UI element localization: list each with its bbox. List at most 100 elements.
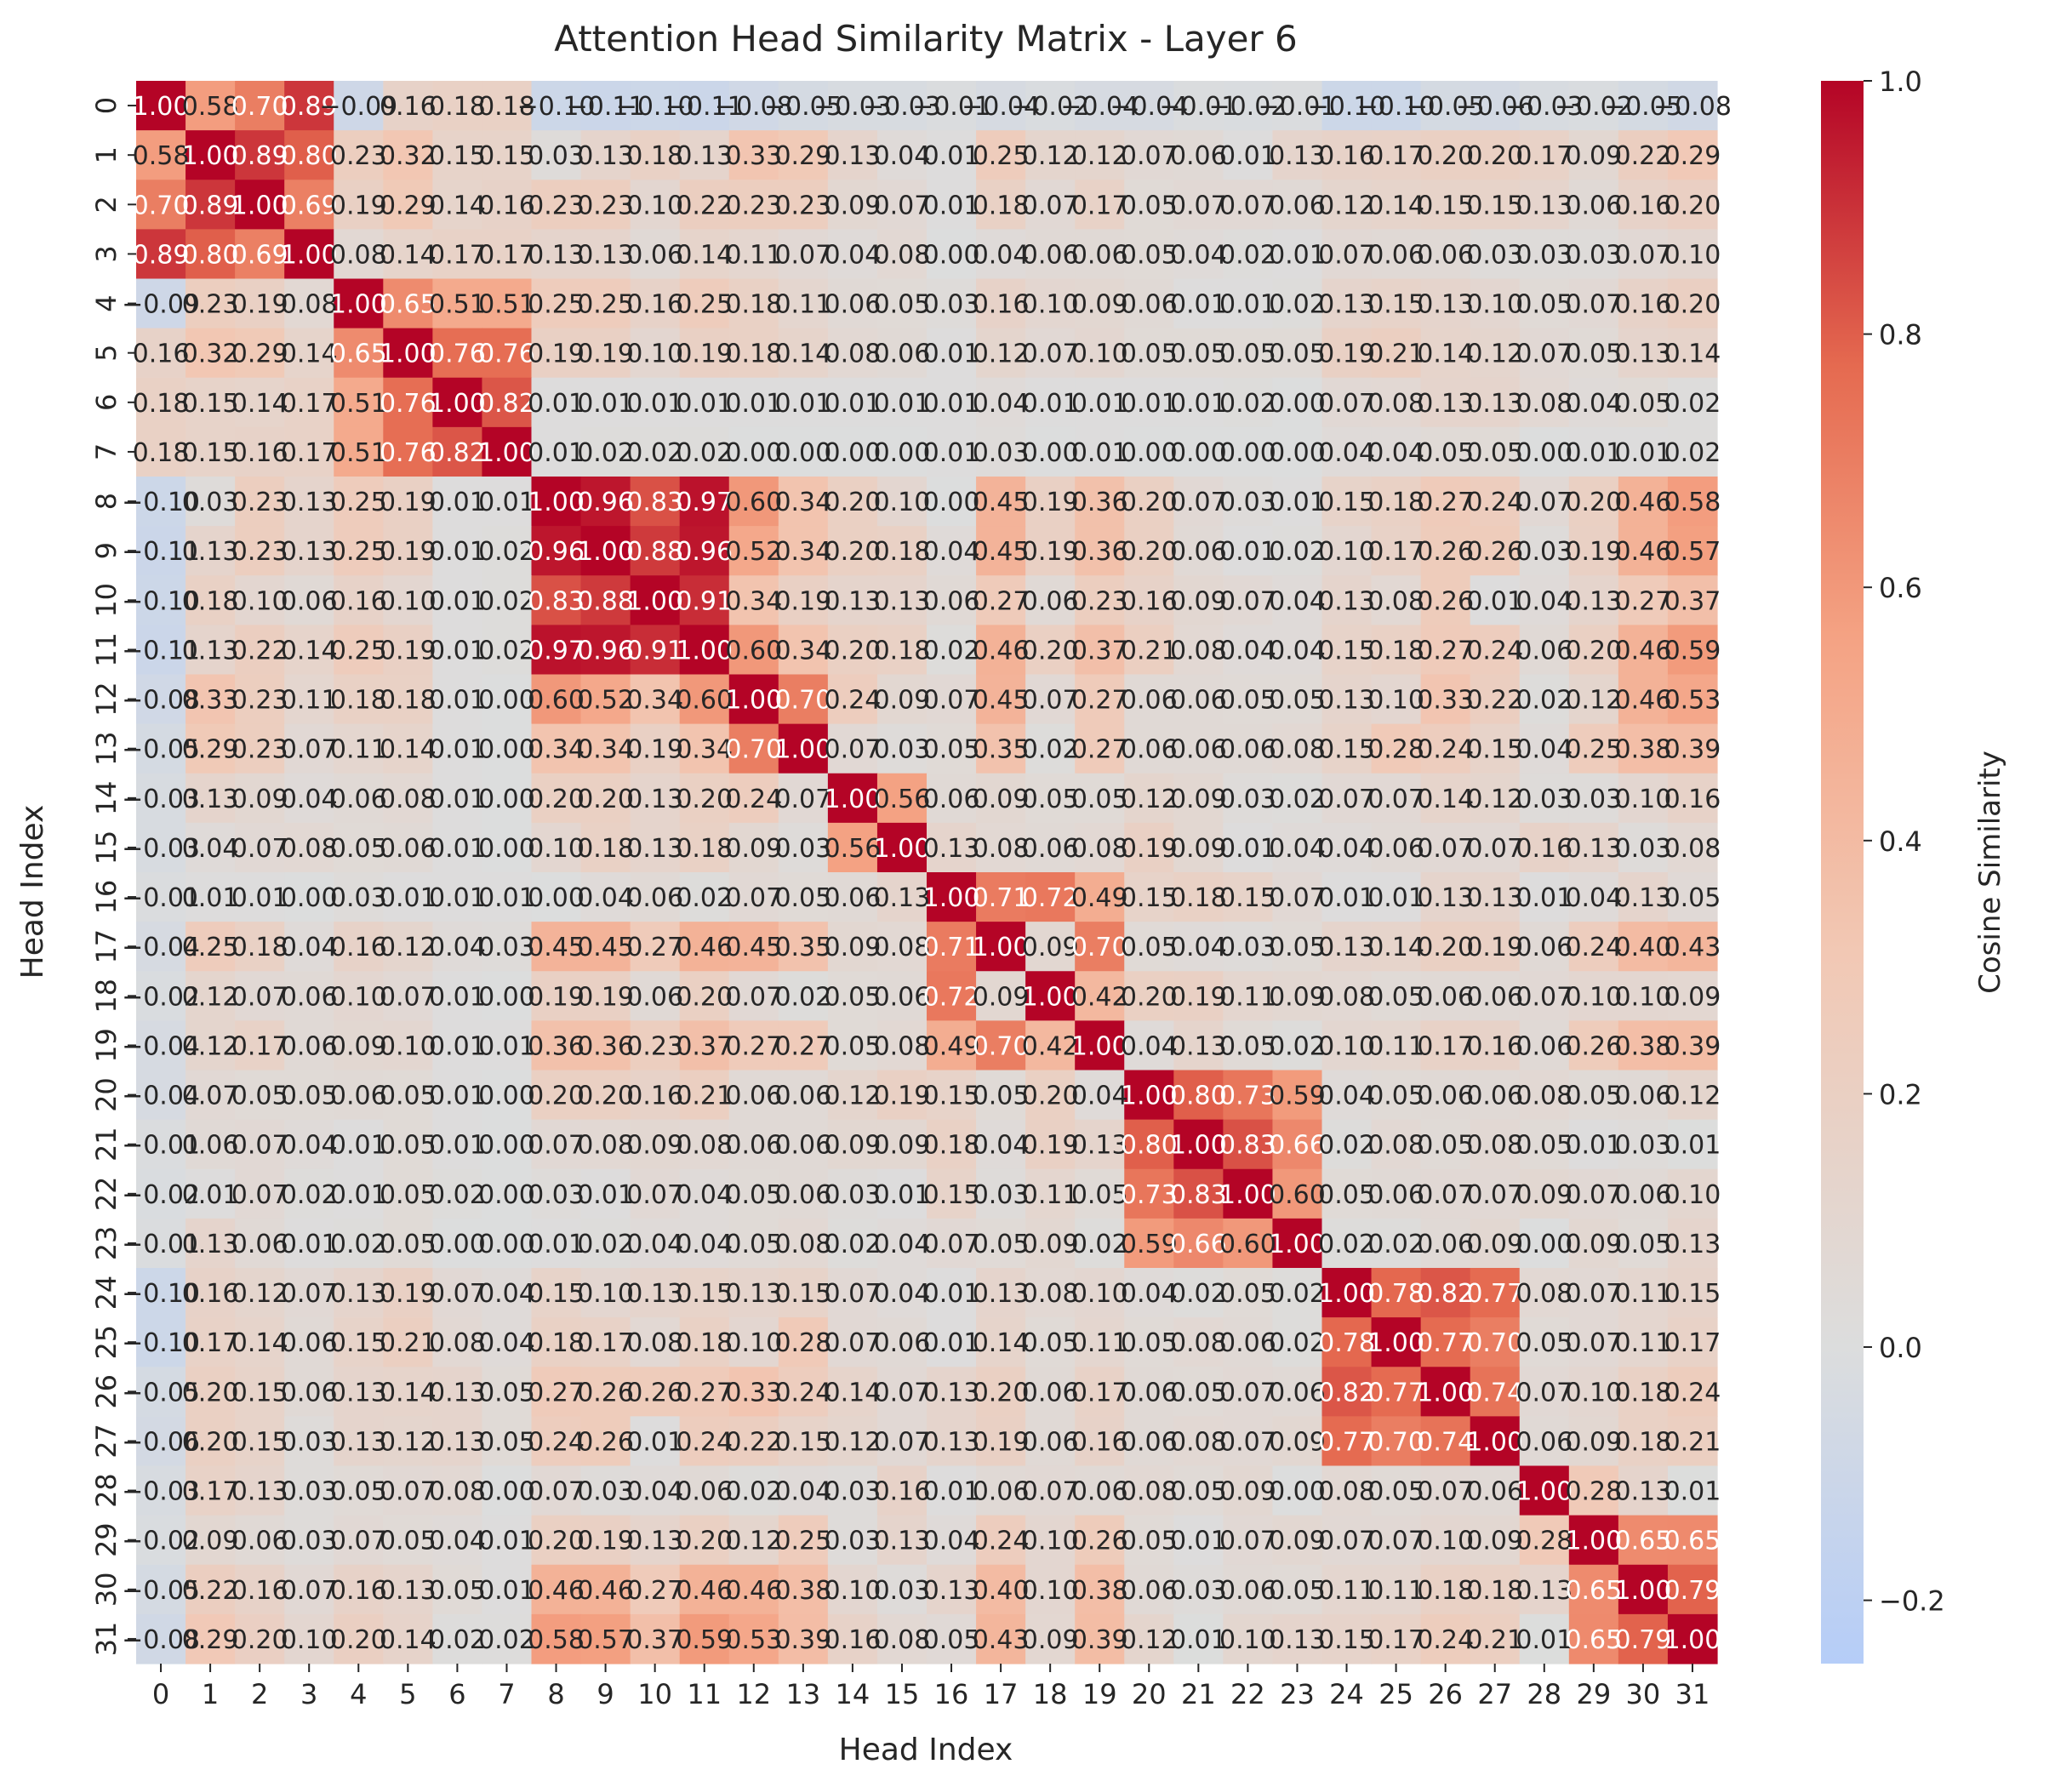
heatmap-cell <box>1371 377 1422 428</box>
x-tick-label: 22 <box>1230 1678 1265 1710</box>
heatmap-cell-label: −0.06 <box>122 1427 200 1457</box>
heatmap-cell-label: 0.34 <box>774 488 831 517</box>
heatmap-cell <box>1470 1367 1521 1417</box>
heatmap-cell-label: 0.60 <box>528 686 585 716</box>
heatmap-cell-label: 0.03 <box>825 1180 882 1210</box>
heatmap-cell <box>1371 674 1422 725</box>
heatmap-cell <box>1223 278 1274 329</box>
y-tick-label: 19 <box>90 1028 123 1063</box>
heatmap-cell-label: 0.00 <box>1121 438 1178 468</box>
x-tick-label: 13 <box>785 1678 820 1710</box>
heatmap-cell-label: 0.23 <box>231 686 288 716</box>
heatmap-cell <box>827 1416 878 1467</box>
heatmap-cell-label: 0.27 <box>626 933 683 962</box>
heatmap-cell <box>1321 1465 1373 1516</box>
heatmap-cell-label: 0.76 <box>380 438 437 468</box>
heatmap-cell-label: 0.01 <box>1071 389 1128 419</box>
heatmap-cell-label: 0.12 <box>1318 191 1375 220</box>
heatmap-cell-label: 0.15 <box>923 1082 980 1111</box>
heatmap-cell <box>728 1367 779 1417</box>
heatmap-cell-label: 0.26 <box>1417 537 1474 567</box>
heatmap-cell-label: 0.46 <box>1615 686 1672 716</box>
heatmap-cell-label: 0.13 <box>1466 389 1523 419</box>
heatmap-cell-label: 0.14 <box>774 340 831 369</box>
heatmap-cell-label: 0.26 <box>1565 1031 1622 1061</box>
heatmap-cell <box>1420 1119 1471 1170</box>
heatmap-cell <box>284 1416 334 1467</box>
heatmap-cell-label: 0.96 <box>676 537 733 567</box>
heatmap-cell-label: 0.06 <box>1466 982 1523 1012</box>
heatmap-cell <box>1667 1515 1718 1566</box>
heatmap-cell <box>235 1465 285 1516</box>
heatmap-cell <box>630 1218 681 1269</box>
heatmap-cell-label: 0.39 <box>774 1625 831 1655</box>
colorbar-ticks: 1.00.80.60.40.20.0−0.2 <box>1864 66 1945 1618</box>
heatmap-cell <box>1025 1020 1076 1071</box>
heatmap-cell <box>580 575 631 625</box>
heatmap-cell-label: 0.14 <box>231 389 288 419</box>
heatmap-cell <box>284 1119 334 1170</box>
heatmap-cell <box>531 130 582 180</box>
heatmap-cell-label: 0.06 <box>1170 735 1227 765</box>
heatmap-cell-label: 0.11 <box>1318 1576 1375 1606</box>
heatmap-cell-label: 0.20 <box>1022 636 1079 665</box>
heatmap-cell <box>1321 1119 1373 1170</box>
heatmap-cell <box>1223 1317 1274 1367</box>
heatmap-cell <box>1371 426 1422 477</box>
heatmap-cell-label: 0.07 <box>1367 1527 1424 1556</box>
heatmap-cell-label: 0.15 <box>1466 191 1523 220</box>
heatmap-cell <box>927 625 977 676</box>
x-tick-label: 24 <box>1329 1678 1364 1710</box>
heatmap-cell <box>1470 971 1521 1021</box>
heatmap-cell <box>1025 278 1076 329</box>
heatmap-cell-label: 0.03 <box>1515 537 1573 567</box>
heatmap-cell <box>778 1367 829 1417</box>
heatmap-cell <box>580 872 631 922</box>
heatmap-cell <box>1618 1218 1669 1269</box>
heatmap-cell-label: 0.10 <box>281 1625 338 1655</box>
heatmap-cell <box>827 526 878 576</box>
heatmap-cell-label: −0.05 <box>122 1378 200 1407</box>
heatmap-cell-label: 0.05 <box>330 1477 387 1507</box>
heatmap-cell-label: 0.77 <box>1367 1378 1424 1407</box>
heatmap-cell-label: 0.00 <box>1515 1230 1573 1259</box>
heatmap-cell-label: 0.09 <box>1071 290 1128 320</box>
heatmap-cell-label: 0.01 <box>1269 488 1326 517</box>
heatmap-cell-label: 0.19 <box>1170 982 1227 1012</box>
heatmap-cell <box>1321 1317 1373 1367</box>
heatmap-cell-label: 0.12 <box>1121 785 1178 814</box>
heatmap-cell <box>383 180 433 230</box>
heatmap-cell-label: 0.10 <box>1022 1527 1079 1556</box>
heatmap-cell-label: 0.08 <box>1466 1131 1523 1161</box>
heatmap-cell-label: 0.53 <box>725 1625 782 1655</box>
heatmap-cell-label: 0.13 <box>281 488 338 517</box>
heatmap-cell-label: 0.01 <box>478 1576 535 1606</box>
heatmap-cell <box>1272 773 1323 824</box>
heatmap-cell-label: 0.09 <box>1466 1230 1523 1259</box>
heatmap-cell <box>1568 1168 1619 1219</box>
heatmap-cell <box>728 872 779 922</box>
heatmap-cell <box>1075 1367 1125 1417</box>
heatmap-cell <box>136 1465 186 1516</box>
heatmap-cell-label: 0.04 <box>973 240 1030 270</box>
heatmap-cell <box>1173 1564 1224 1615</box>
heatmap-cell-label: 0.34 <box>774 537 831 567</box>
heatmap-cell-label: 1.00 <box>1318 1279 1375 1309</box>
heatmap-cell <box>136 971 186 1021</box>
heatmap-cell <box>1223 674 1274 725</box>
heatmap-cell-label: 0.11 <box>281 686 338 716</box>
heatmap-cell-label: 0.04 <box>626 1230 683 1259</box>
heatmap-cell <box>383 377 433 428</box>
heatmap-cell <box>580 822 631 873</box>
heatmap-cell <box>432 477 483 527</box>
heatmap-cell-label: 0.00 <box>874 438 931 468</box>
heatmap-cell <box>383 1367 433 1417</box>
heatmap-cell <box>334 1168 384 1219</box>
heatmap-cell <box>1075 674 1125 725</box>
heatmap-cell-label: 0.46 <box>1615 537 1672 567</box>
heatmap-cell <box>482 1416 533 1467</box>
heatmap-cell <box>1223 971 1274 1021</box>
heatmap-cell <box>531 575 582 625</box>
heatmap-cell <box>284 1564 334 1615</box>
heatmap-cell <box>1420 130 1471 180</box>
